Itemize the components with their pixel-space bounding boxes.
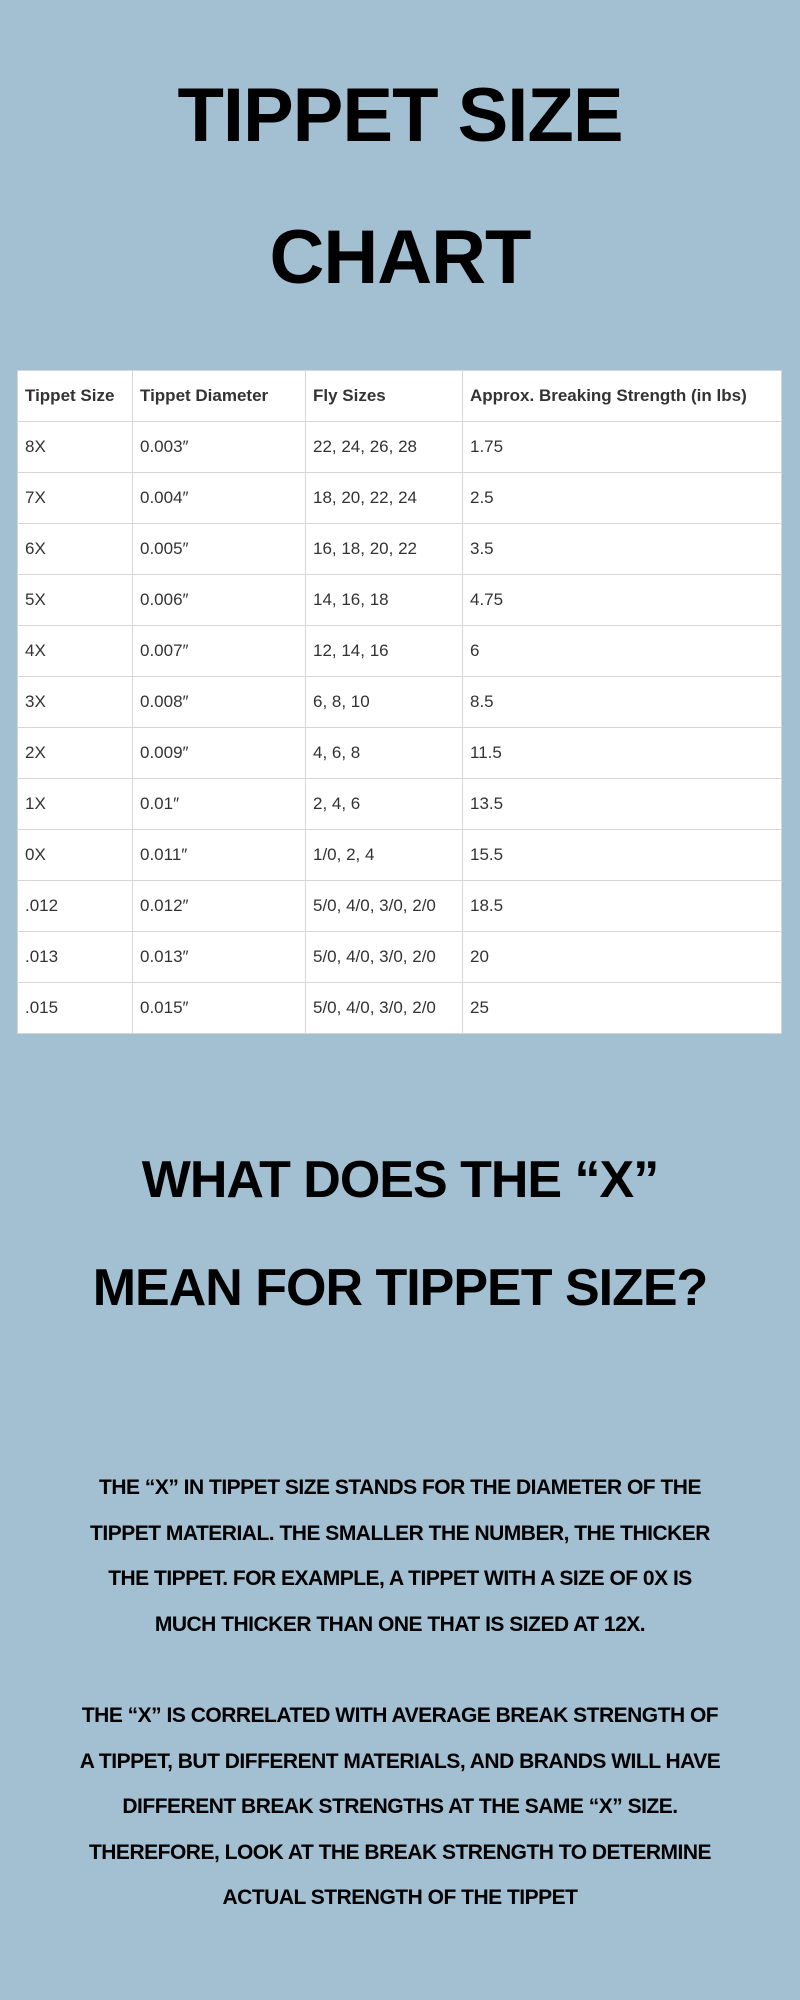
tippet-size-table: Tippet Size Tippet Diameter Fly Sizes Ap…: [17, 370, 782, 1034]
table-cell: 0.012″: [132, 880, 306, 932]
page-title-line-1-text: Tippet Size: [177, 73, 623, 158]
table-cell: 6: [462, 625, 782, 677]
paragraph-line: tippet material. The smaller the number,…: [90, 1521, 710, 1545]
table-row: .012 0.012″ 5/0, 4/0, 3/0, 2/0 18.5: [17, 880, 782, 932]
table-cell: 11.5: [462, 727, 782, 779]
table-row: .015 0.015″ 5/0, 4/0, 3/0, 2/0 25: [17, 982, 782, 1034]
page-title-line-1: Tippet Size: [10, 68, 790, 164]
table-row: 4X 0.007″ 12, 14, 16 6: [17, 625, 782, 677]
table-cell: 0.005″: [132, 523, 306, 575]
table-cell: 1/0, 2, 4: [305, 829, 463, 881]
table-row: 5X 0.006″ 14, 16, 18 4.75: [17, 574, 782, 626]
table-cell: 1X: [17, 778, 133, 830]
table-cell: 3.5: [462, 523, 782, 575]
paragraph-x-meaning: The “X” in tippet size stands for the di…: [5, 1465, 795, 1647]
table-cell: 22, 24, 26, 28: [305, 421, 463, 473]
table-cell: 0.004″: [132, 472, 306, 524]
section-heading-line-2-text: mean for tippet size?: [92, 1259, 709, 1317]
paragraph-line: much thicker than one that is sized at 1…: [154, 1612, 646, 1636]
table-cell: 5/0, 4/0, 3/0, 2/0: [305, 931, 463, 983]
table-cell: 0.006″: [132, 574, 306, 626]
table-row: 7X 0.004″ 18, 20, 22, 24 2.5: [17, 472, 782, 524]
table-cell: .015: [17, 982, 133, 1034]
table-row: 1X 0.01″ 2, 4, 6 13.5: [17, 778, 782, 830]
table-cell: 8.5: [462, 676, 782, 728]
table-row: 2X 0.009″ 4, 6, 8 11.5: [17, 727, 782, 779]
table-cell: 0.011″: [132, 829, 306, 881]
table-row: .013 0.013″ 5/0, 4/0, 3/0, 2/0 20: [17, 931, 782, 983]
section-heading-line-1-text: What does the “X”: [141, 1151, 659, 1209]
column-header: Approx. Breaking Strength (in lbs): [462, 370, 782, 422]
table-cell: 18, 20, 22, 24: [305, 472, 463, 524]
column-header: Fly Sizes: [305, 370, 463, 422]
table-cell: 0.01″: [132, 778, 306, 830]
table-cell: .012: [17, 880, 133, 932]
table-cell: 2.5: [462, 472, 782, 524]
table-cell: 5/0, 4/0, 3/0, 2/0: [305, 880, 463, 932]
table-cell: 18.5: [462, 880, 782, 932]
table-cell: 0.003″: [132, 421, 306, 473]
paragraph-line: a tippet, but different materials, and b…: [79, 1749, 721, 1773]
table-cell: 5/0, 4/0, 3/0, 2/0: [305, 982, 463, 1034]
table-row: 6X 0.005″ 16, 18, 20, 22 3.5: [17, 523, 782, 575]
section-heading-line-2: mean for tippet size?: [10, 1248, 790, 1328]
table-cell: 20: [462, 931, 782, 983]
table-cell: 4, 6, 8: [305, 727, 463, 779]
table-cell: 7X: [17, 472, 133, 524]
table-cell: 15.5: [462, 829, 782, 881]
paragraph-line: actual strength of the tippet: [222, 1886, 578, 1909]
paragraph-break-strength: The “X” is correlated with average break…: [5, 1693, 795, 1921]
table-cell: 6X: [17, 523, 133, 575]
table-cell: 12, 14, 16: [305, 625, 463, 677]
table-cell: 2, 4, 6: [305, 778, 463, 830]
section-heading-line-1: What does the “X”: [10, 1140, 790, 1220]
table-cell: 6, 8, 10: [305, 676, 463, 728]
table-cell: 0.015″: [132, 982, 306, 1034]
table-cell: 2X: [17, 727, 133, 779]
paragraph-line: Therefore, look at the break strength to…: [88, 1840, 712, 1864]
page-title-line-2-text: Chart: [269, 215, 532, 300]
table-cell: 4X: [17, 625, 133, 677]
table-header-row: Tippet Size Tippet Diameter Fly Sizes Ap…: [17, 370, 782, 422]
table-cell: 5X: [17, 574, 133, 626]
table-cell: 8X: [17, 421, 133, 473]
paragraph-line: the tippet. For example, a tippet with a…: [108, 1567, 692, 1590]
table-cell: 13.5: [462, 778, 782, 830]
paragraph-line: The “X” is correlated with average break…: [81, 1704, 719, 1727]
table-cell: 0X: [17, 829, 133, 881]
table-cell: .013: [17, 931, 133, 983]
column-header: Tippet Diameter: [132, 370, 306, 422]
page-title-line-2: Chart: [10, 210, 790, 306]
table-cell: 0.009″: [132, 727, 306, 779]
table-cell: 16, 18, 20, 22: [305, 523, 463, 575]
table-row: 3X 0.008″ 6, 8, 10 8.5: [17, 676, 782, 728]
table-row: 8X 0.003″ 22, 24, 26, 28 1.75: [17, 421, 782, 473]
table-cell: 25: [462, 982, 782, 1034]
table-cell: 1.75: [462, 421, 782, 473]
table-cell: 14, 16, 18: [305, 574, 463, 626]
paragraph-line: different break strengths at the same “X…: [122, 1795, 678, 1818]
paragraph-line: The “X” in tippet size stands for the di…: [99, 1476, 701, 1499]
column-header: Tippet Size: [17, 370, 133, 422]
table-cell: 3X: [17, 676, 133, 728]
table-row: 0X 0.011″ 1/0, 2, 4 15.5: [17, 829, 782, 881]
table-cell: 4.75: [462, 574, 782, 626]
table-body: 8X 0.003″ 22, 24, 26, 28 1.75 7X 0.004″ 18, 20…: [17, 421, 782, 1034]
table-cell: 0.007″: [132, 625, 306, 677]
table-cell: 0.013″: [132, 931, 306, 983]
table-cell: 0.008″: [132, 676, 306, 728]
